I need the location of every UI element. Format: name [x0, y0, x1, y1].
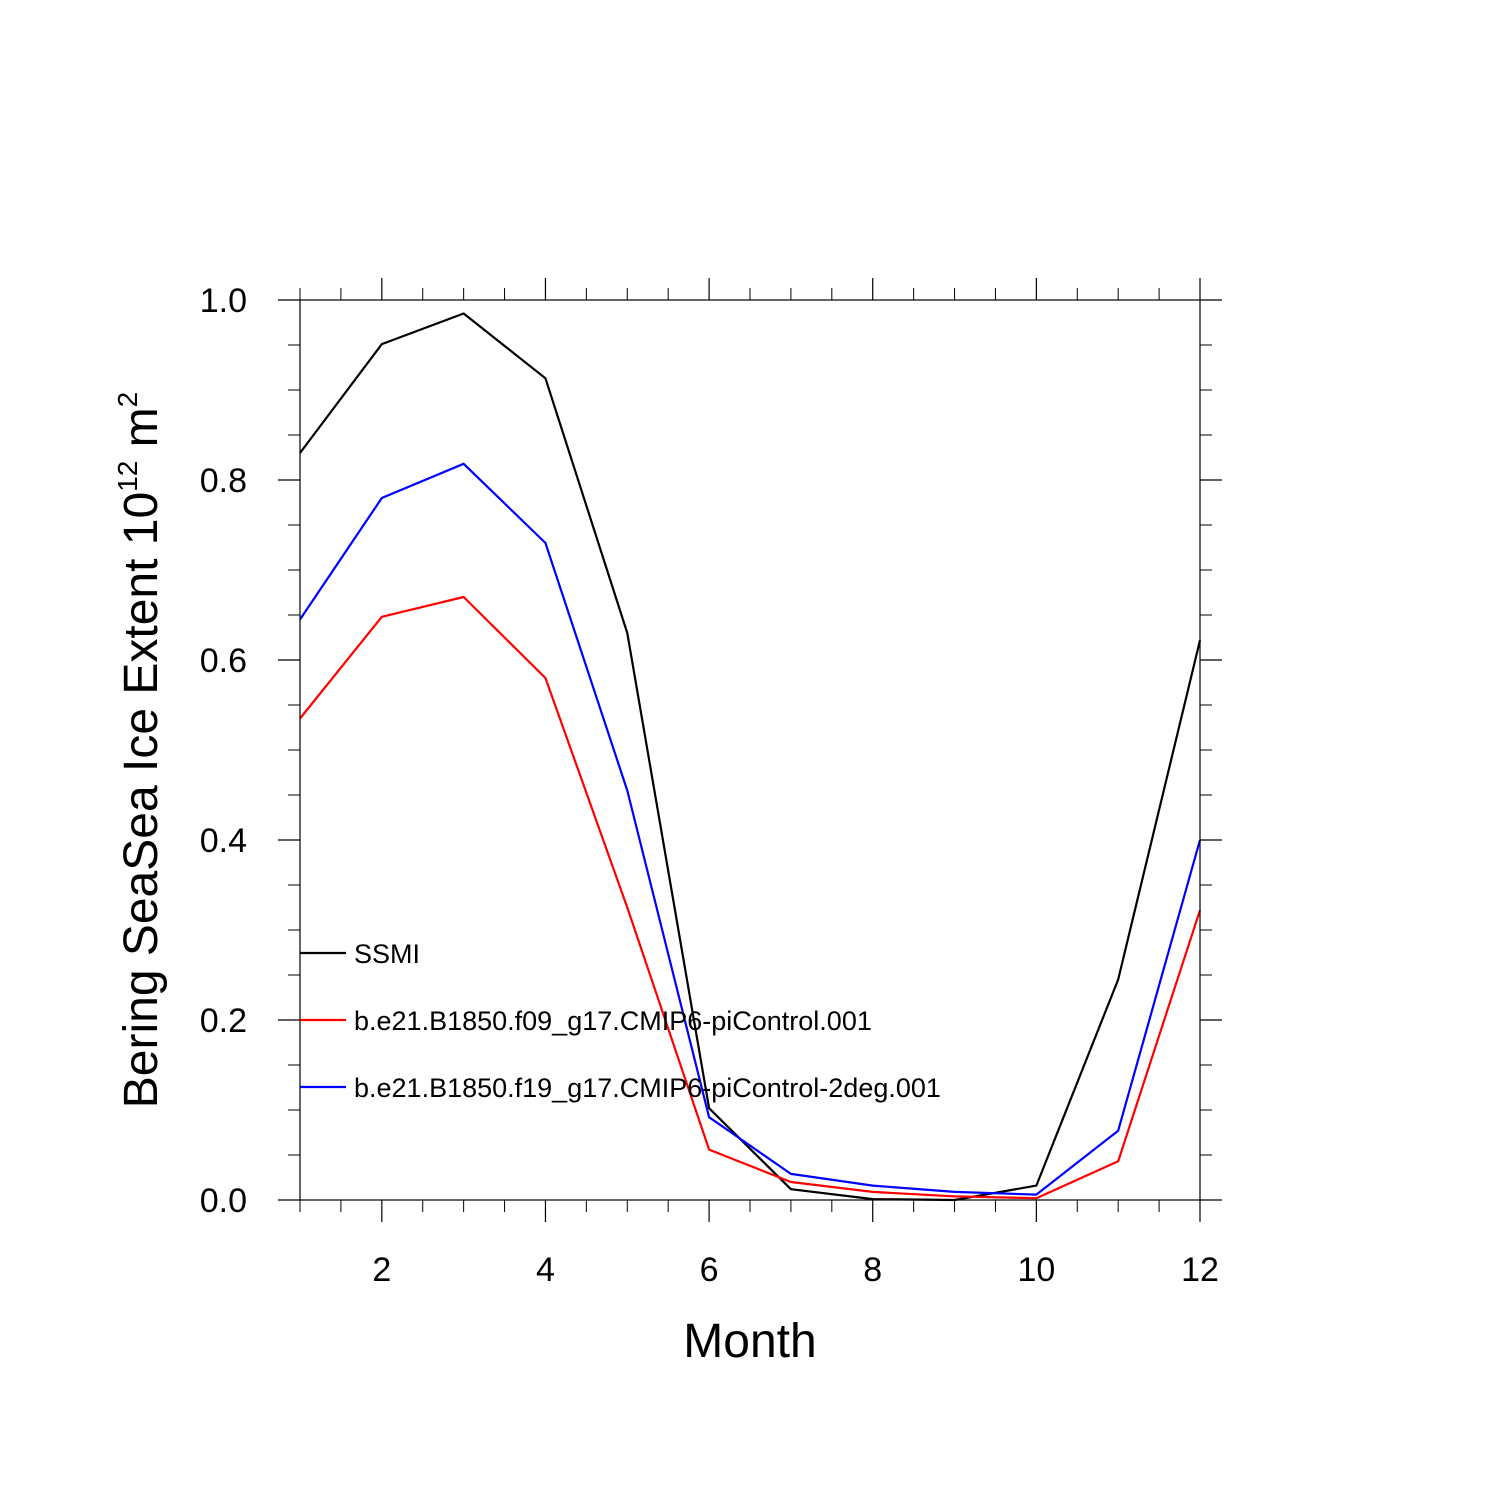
x-tick-label: 10 — [1017, 1251, 1055, 1289]
x-tick-label: 12 — [1181, 1251, 1219, 1289]
x-tick-labels: 2 4 6 8 10 12 — [372, 1251, 1219, 1289]
legend-label: b.e21.B1850.f09_g17.CMIP6-piControl.001 — [354, 1006, 872, 1036]
y-axis-label-unit-exponent: 2 — [112, 392, 143, 408]
y-axis-label-exponent: 12 — [112, 461, 143, 492]
plot-frame — [299, 299, 1201, 1201]
x-tick-label: 8 — [863, 1251, 882, 1289]
legend-label: SSMI — [354, 939, 420, 969]
x-tick-label: 2 — [372, 1251, 391, 1289]
series-line-1 — [299, 595, 1202, 1200]
series-lines — [299, 312, 1202, 1202]
y-tick-label: 0.4 — [200, 822, 247, 860]
y-axis-label-main: Bering SeaSea Ice Extent 10 — [115, 492, 168, 1108]
series-line-2 — [299, 462, 1202, 1196]
x-tick-label: 4 — [536, 1251, 555, 1289]
minor-ticks — [288, 288, 1212, 1212]
x-tick-label: 6 — [700, 1251, 719, 1289]
y-axis-label-unit: m — [115, 407, 168, 460]
y-tick-label: 0.0 — [200, 1182, 247, 1220]
x-axis-label: Month — [683, 1315, 816, 1368]
y-tick-label: 0.2 — [200, 1002, 247, 1040]
major-ticks — [278, 278, 1222, 1222]
series-line-0 — [299, 312, 1202, 1202]
y-tick-label: 0.8 — [200, 462, 247, 500]
y-tick-label: 0.6 — [200, 642, 247, 680]
legend: SSMI b.e21.B1850.f09_g17.CMIP6-piControl.… — [300, 939, 941, 1103]
y-tick-labels: 0.0 0.2 0.4 0.6 0.8 1.0 — [200, 282, 247, 1220]
y-tick-label: 1.0 — [200, 282, 247, 320]
legend-label: b.e21.B1850.f19_g17.CMIP6-piControl-2deg… — [354, 1073, 941, 1103]
y-axis-label: Bering SeaSea Ice Extent 1012 m2 — [112, 392, 168, 1108]
